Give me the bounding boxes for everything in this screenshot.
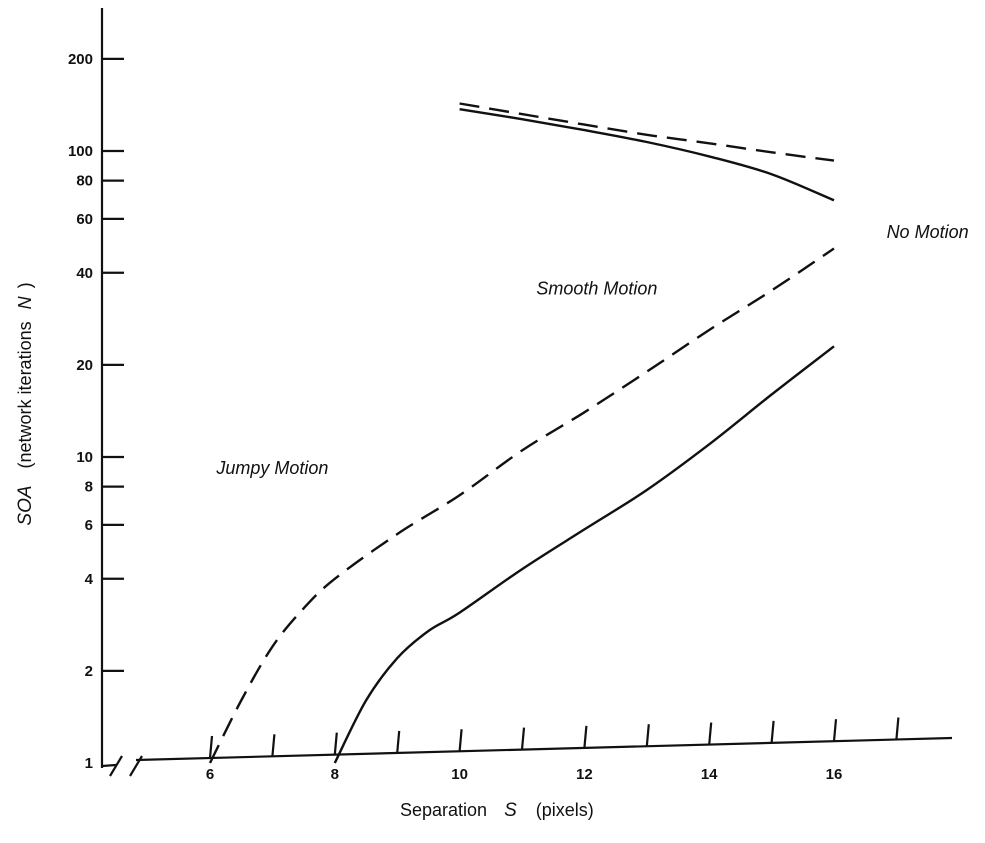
axis-break-mark: [109, 755, 123, 777]
x-tick-mark: [708, 722, 713, 745]
y-tick-label: 200: [68, 51, 93, 68]
x-tick-mark: [832, 719, 838, 742]
x-tick-label: 12: [576, 766, 593, 783]
x-tick-mark: [583, 725, 588, 749]
x-axis-stub: [101, 763, 117, 768]
x-tick-mark: [333, 732, 338, 755]
x-tick-mark: [520, 727, 526, 750]
y-tick-label: 10: [76, 449, 93, 466]
data-series: [208, 102, 835, 764]
x-axis-title-text: Separation: [400, 800, 487, 820]
y-tick-label: 1: [85, 755, 93, 772]
y-tick-label: 40: [76, 265, 93, 282]
region-label: Smooth Motion: [536, 278, 657, 298]
y-axis-title: SOA (network iterations N ): [15, 282, 36, 525]
x-tick-mark: [208, 735, 214, 759]
x-tick-label: 8: [331, 766, 339, 783]
y-tick-label: 6: [85, 517, 93, 534]
lower-boundary-dashed-curve: [208, 247, 835, 764]
x-axis-title-unit: (pixels): [536, 800, 594, 820]
upper-boundary-solid-curve: [459, 108, 835, 202]
y-tick-label: 20: [76, 357, 93, 374]
x-axis-title-symbol: S: [504, 800, 517, 821]
x-axis-title: Separation S (pixels): [400, 800, 594, 821]
region-label: No Motion: [887, 222, 969, 242]
y-axis-title-text: (network iterations: [15, 321, 35, 468]
y-axis-title-symbol-n: N: [15, 295, 35, 309]
y-tick-label: 4: [85, 571, 94, 588]
x-tick-mark: [271, 734, 276, 757]
y-ticks: 1 2 4 6 8 10 20 40 60 80 100 200: [68, 51, 124, 772]
lower-boundary-solid-curve: [333, 345, 835, 764]
annotations: Jumpy Motion Smooth Motion No Motion: [215, 222, 968, 478]
x-tick-label: 6: [206, 766, 214, 783]
x-tick-mark: [895, 717, 900, 740]
x-tick-mark: [770, 720, 775, 743]
x-tick-label: 14: [701, 766, 718, 783]
x-tick-label: 16: [826, 766, 843, 783]
y-tick-label: 60: [76, 211, 93, 228]
x-tick-label: 10: [451, 766, 468, 783]
x-ticks: 6 8 10 12 14 16: [206, 717, 900, 783]
y-tick-label: 2: [85, 663, 93, 680]
axes: [100, 8, 953, 777]
x-tick-mark: [645, 724, 650, 747]
x-tick-mark: [458, 729, 463, 752]
y-axis-title-close: ): [15, 282, 35, 288]
y-tick-label: 100: [68, 143, 93, 160]
y-axis-title-symbol: SOA: [15, 485, 36, 525]
upper-boundary-dashed-curve: [459, 102, 835, 162]
y-tick-label: 80: [76, 173, 93, 190]
x-axis-line: [135, 736, 953, 762]
x-tick-mark: [396, 730, 401, 754]
region-label: Jumpy Motion: [215, 458, 328, 478]
y-tick-label: 8: [85, 479, 93, 496]
